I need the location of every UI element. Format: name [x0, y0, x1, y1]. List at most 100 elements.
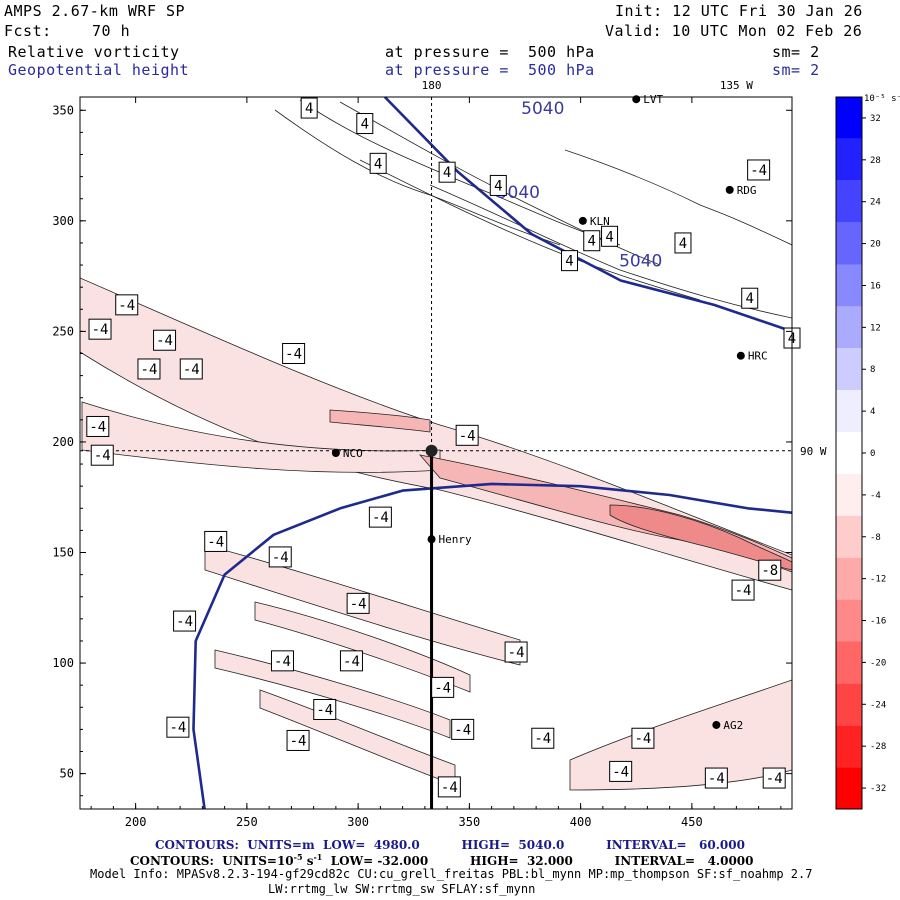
colorbar-tick-label: -28 — [870, 742, 886, 752]
vorticity-label: -4 — [207, 534, 224, 550]
colorbar-tick-label: 32 — [870, 114, 881, 124]
colorbar-segment — [836, 473, 862, 516]
colorbar-units: 10⁻⁵ s⁻¹ — [864, 94, 900, 104]
x-tick-label: 250 — [236, 815, 258, 829]
station-marker — [578, 216, 587, 225]
station-marker — [632, 95, 641, 104]
height-contour-label: 5040 — [521, 99, 564, 119]
vorticity-label: -4 — [372, 510, 389, 526]
colorbar-segment — [836, 264, 862, 307]
y-tick-label: 200 — [52, 435, 74, 449]
vorticity-label: -4 — [169, 720, 186, 736]
colorbar-tick-label: -8 — [870, 533, 881, 543]
vorticity-label: 4 — [361, 117, 369, 133]
station-marker — [712, 720, 721, 729]
vorticity-label-box — [369, 152, 387, 174]
vorticity-label: -4 — [750, 163, 767, 179]
y-tick-label: 50 — [60, 767, 74, 781]
vorticity-contour-line — [564, 149, 792, 246]
vorticity-label-box — [451, 718, 475, 740]
vorticity-label-box — [268, 546, 292, 568]
vort-units-exp2: -1 — [313, 852, 323, 862]
vorticity-label: -8 — [761, 563, 778, 579]
vorticity-label: -4 — [94, 448, 111, 464]
vort-units-b: s — [302, 854, 314, 868]
vorticity-label-box — [313, 698, 337, 720]
vorticity-label-box — [758, 559, 782, 581]
vorticity-label: -4 — [118, 298, 135, 314]
colorbar-tick-label: -20 — [870, 658, 886, 668]
colorbar-tick-label: 4 — [870, 407, 875, 417]
vorticity-label: -4 — [272, 550, 289, 566]
height-contour-label: 5040 — [619, 252, 662, 272]
vorticity-label-box — [741, 287, 759, 309]
vorticity-label-box — [438, 161, 456, 183]
station-marker — [331, 449, 340, 457]
vorticity-label: 4 — [565, 254, 573, 270]
right-longitude-label: 90 W — [800, 445, 827, 458]
y-tick-label: 100 — [52, 656, 74, 670]
vorticity-label-box — [153, 329, 177, 351]
y-tick-label: 250 — [52, 324, 74, 338]
vorticity-label: 4 — [305, 101, 313, 117]
vorticity-label-box — [356, 113, 374, 135]
x-tick-label: 400 — [570, 815, 592, 829]
field1-name: Relative vorticity — [8, 43, 180, 61]
vorticity-label-box — [339, 650, 363, 672]
height-contour-info: CONTOURS: UNITS=m LOW= 4980.0 HIGH= 5040… — [155, 838, 745, 852]
forecast-hours: 70 h — [92, 22, 131, 40]
colorbar-segment — [836, 767, 862, 809]
vorticity-label-box — [88, 318, 112, 340]
vorticity-label-box — [489, 174, 507, 196]
top-longitude-label: 180 — [422, 79, 442, 92]
field1-smoothing: sm= 2 — [772, 43, 820, 61]
vorticity-label-box — [270, 650, 294, 672]
x-tick-label: 200 — [125, 815, 147, 829]
vorticity-label-box — [286, 729, 310, 751]
init-time: Init: 12 UTC Fri 30 Jan 26 — [615, 2, 863, 20]
vorticity-label: -4 — [766, 771, 783, 787]
vorticity-label: 4 — [494, 178, 502, 194]
vorticity-label: -4 — [141, 362, 158, 378]
vorticity-label: 4 — [443, 165, 451, 181]
colorbar-segment — [836, 138, 862, 181]
colorbar-segment — [836, 97, 862, 139]
vorticity-label-box — [704, 767, 728, 789]
colorbar-tick-label: 8 — [870, 365, 875, 375]
vorticity-contour-info: CONTOURS: UNITS=10-5 s-1 LOW= -32.000 HI… — [130, 852, 754, 868]
station-marker — [427, 535, 436, 544]
vorticity-label: -4 — [350, 596, 367, 612]
valid-time: Valid: 10 UTC Mon 02 Feb 26 — [605, 22, 863, 40]
vorticity-label: -4 — [176, 614, 193, 630]
station-label: HRC — [748, 350, 768, 363]
colorbar-tick-label: 28 — [870, 156, 881, 166]
vorticity-label: -4 — [508, 645, 525, 661]
vorticity-label-box — [166, 716, 190, 738]
vorticity-label: -4 — [634, 731, 651, 747]
vorticity-label: -4 — [156, 333, 173, 349]
y-tick-label: 300 — [52, 214, 74, 228]
vorticity-label-box — [346, 592, 370, 614]
field1-level: at pressure = 500 hPa — [385, 43, 595, 61]
vorticity-label: 4 — [746, 291, 754, 307]
vorticity-band-mid — [329, 409, 431, 433]
vorticity-label-box — [431, 676, 455, 698]
vorticity-label-box — [300, 97, 318, 119]
vorticity-label-box — [601, 225, 619, 247]
colorbar-tick-label: -24 — [870, 700, 886, 710]
vorticity-contour-line — [429, 184, 792, 319]
vorticity-label-box — [531, 727, 555, 749]
vorticity-label: -4 — [441, 780, 458, 796]
vorticity-label: -4 — [343, 654, 360, 670]
colorbar-tick-label: -16 — [870, 617, 886, 627]
y-tick-label: 150 — [52, 546, 74, 560]
vorticity-label: 4 — [679, 236, 687, 252]
colorbar-tick-label: -12 — [870, 575, 886, 585]
station-label: RDG — [737, 184, 757, 197]
field2-smoothing: sm= 2 — [772, 61, 820, 79]
cross-section-origin — [425, 444, 438, 457]
vorticity-label-box — [747, 159, 771, 181]
height-contour-label: 5040 — [497, 183, 540, 203]
vorticity-band-light — [254, 601, 471, 693]
